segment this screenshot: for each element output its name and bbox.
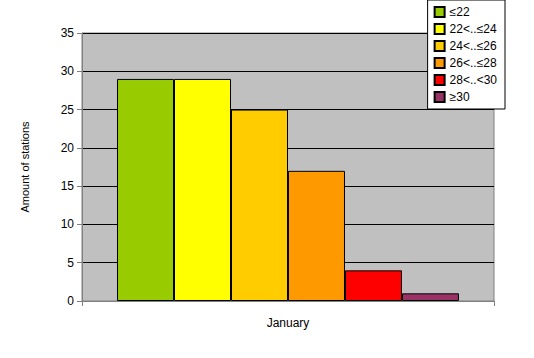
svg-text:35: 35	[61, 26, 75, 40]
svg-text:28<..<30: 28<..<30	[450, 73, 498, 87]
svg-text:20: 20	[61, 141, 75, 155]
svg-text:5: 5	[67, 256, 74, 270]
svg-text:10: 10	[61, 217, 75, 231]
svg-text:≥30: ≥30	[450, 90, 470, 104]
svg-text:15: 15	[61, 179, 75, 193]
svg-text:24<..≤26: 24<..≤26	[450, 39, 497, 53]
svg-text:0: 0	[67, 294, 74, 308]
svg-text:25: 25	[61, 103, 75, 117]
svg-text:January: January	[267, 316, 310, 330]
svg-text:30: 30	[61, 64, 75, 78]
svg-text:Amount of stations: Amount of stations	[19, 121, 31, 213]
svg-text:26<..≤28: 26<..≤28	[450, 56, 497, 70]
svg-text:≤22: ≤22	[450, 5, 470, 19]
svg-text:22<..≤24: 22<..≤24	[450, 22, 497, 36]
